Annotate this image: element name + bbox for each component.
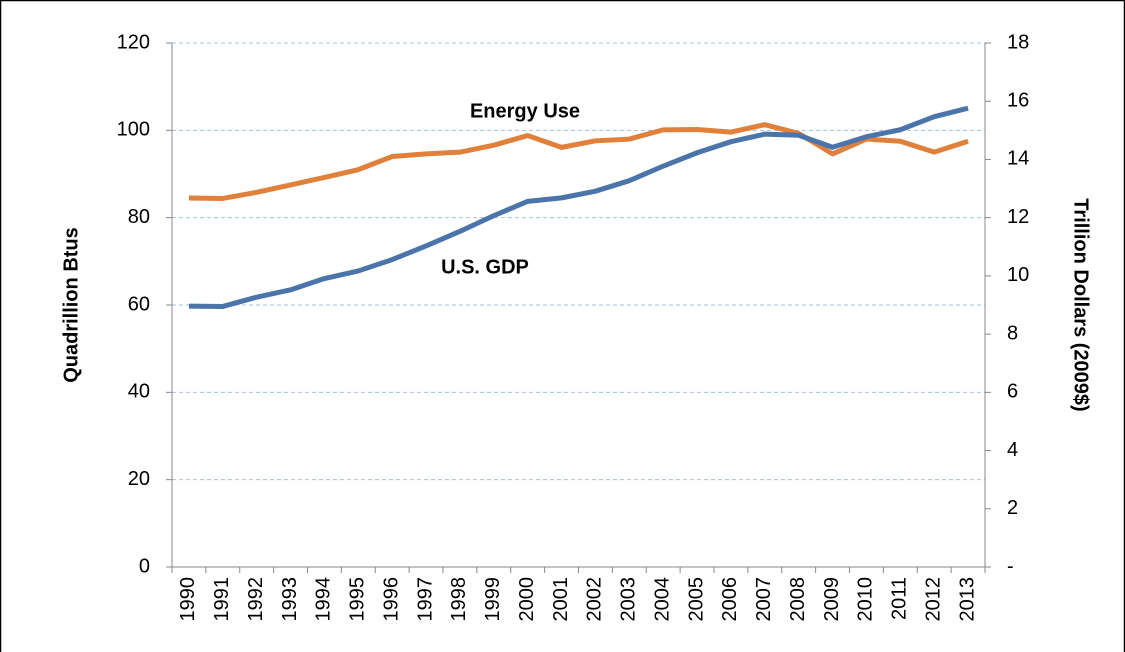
x-tick-label: 1998 xyxy=(448,577,470,622)
y-tick-label: 100 xyxy=(117,119,150,141)
x-tick-label: 2003 xyxy=(618,577,640,622)
y2-tick-label: 14 xyxy=(1007,148,1029,170)
y2-tick-label: 10 xyxy=(1007,264,1029,286)
y2-tick-label: 6 xyxy=(1007,381,1018,403)
y-tick-label: 120 xyxy=(117,31,150,53)
y-tick-label: 60 xyxy=(128,293,150,315)
y-axis-title: Quadrillion Btus xyxy=(60,227,82,383)
y2-tick-label: 16 xyxy=(1007,90,1029,112)
y2-tick-label: - xyxy=(1007,555,1014,577)
y-tick-label: 80 xyxy=(128,206,150,228)
y2-tick-label: 8 xyxy=(1007,322,1018,344)
x-tick-label: 1993 xyxy=(279,577,301,622)
x-tick-label: 1996 xyxy=(380,577,402,622)
x-tick-label: 2000 xyxy=(516,577,538,622)
x-tick-label: 2008 xyxy=(787,577,809,622)
x-tick-label: 2011 xyxy=(889,577,911,620)
x-tick-label: 1997 xyxy=(414,577,436,622)
x-tick-label: 2013 xyxy=(956,577,978,622)
x-tick-label: 1995 xyxy=(347,577,369,622)
x-tick-label: 2007 xyxy=(753,577,775,622)
y-tick-label: 20 xyxy=(128,468,150,490)
x-tick-label: 2005 xyxy=(685,577,707,622)
y-tick-label: 40 xyxy=(128,381,150,403)
x-tick-label: 1994 xyxy=(313,577,335,622)
y-tick-label: 0 xyxy=(139,555,150,577)
x-tick-label: 2004 xyxy=(651,577,673,622)
x-tick-label: 2006 xyxy=(719,577,741,622)
x-tick-label: 1999 xyxy=(482,577,504,622)
x-tick-label: 2010 xyxy=(855,577,877,622)
series-annotation: Energy Use xyxy=(470,100,580,122)
y2-tick-label: 12 xyxy=(1007,206,1029,228)
x-tick-label: 1992 xyxy=(245,577,267,622)
x-tick-label: 2001 xyxy=(550,577,572,622)
series-line xyxy=(188,105,969,309)
x-tick-label: 2012 xyxy=(922,577,944,622)
y2-tick-label: 18 xyxy=(1007,31,1029,53)
x-tick-label: 2002 xyxy=(584,577,606,622)
y2-axis-title: Trillion Dollars (2009$) xyxy=(1070,198,1092,411)
x-tick-label: 1991 xyxy=(211,577,233,622)
x-tick-label: 1990 xyxy=(177,577,199,622)
series-annotation: U.S. GDP xyxy=(441,256,529,278)
y2-tick-label: 2 xyxy=(1007,497,1018,519)
series-line xyxy=(188,122,969,201)
y2-tick-label: 4 xyxy=(1007,439,1018,461)
x-tick-label: 2009 xyxy=(821,577,843,622)
